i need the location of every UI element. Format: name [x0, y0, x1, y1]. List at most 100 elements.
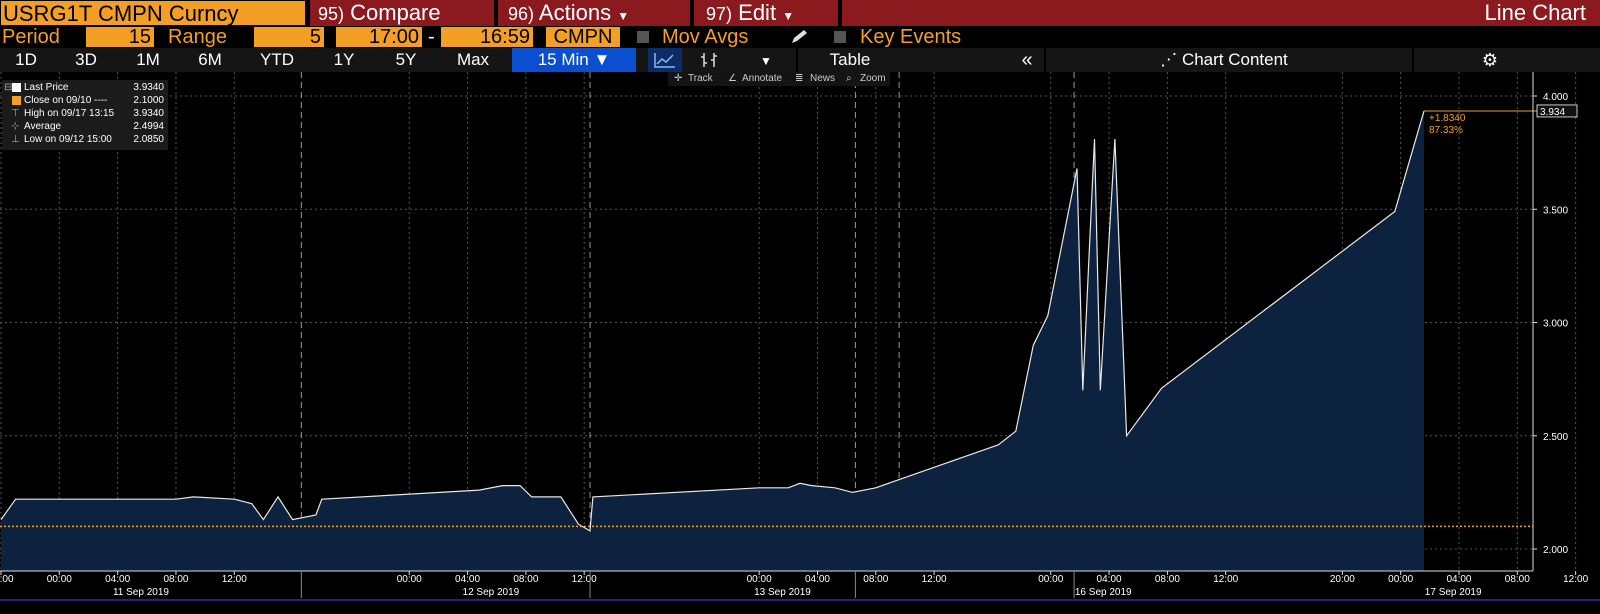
pencil-icon[interactable]: [790, 29, 810, 45]
header-bar: USRG1T CMPN Curncy 95) Compare 96) Actio…: [0, 0, 1600, 26]
interval-select[interactable]: 15 Min ▼: [512, 48, 636, 72]
divider: [494, 0, 498, 26]
last-price-tag: 3.934: [1540, 107, 1565, 118]
legend-label: High on 09/17 13:15: [24, 108, 115, 119]
range-ytd-button[interactable]: YTD: [244, 48, 310, 72]
range-label: Range: [168, 26, 227, 48]
legend-bracket: ⊟: [4, 82, 13, 93]
ticker-field[interactable]: USRG1T CMPN Curncy: [0, 0, 306, 26]
price-area: [1, 110, 1424, 572]
change-abs-label: +1.8340: [1429, 113, 1466, 124]
y-tick-label: 3.500: [1543, 205, 1568, 216]
track-tool[interactable]: Track: [688, 73, 713, 84]
x-tick-label: 08:00: [1155, 574, 1180, 585]
actions-menu[interactable]: 96) Actions ▼: [508, 0, 629, 26]
mov-avgs-label: Mov Avgs: [662, 26, 749, 48]
x-tick-label: 08:00: [163, 574, 188, 585]
gear-icon[interactable]: ⚙: [1440, 48, 1540, 72]
x-tick-label: 00:00: [747, 574, 772, 585]
chart-style-dropdown[interactable]: ▼: [736, 48, 796, 72]
range-6m-button[interactable]: 6M: [182, 48, 238, 72]
range-input[interactable]: 5: [254, 27, 324, 47]
period-label: Period: [2, 26, 60, 48]
annotate-tool[interactable]: Annotate: [742, 73, 783, 84]
x-date-label: 13 Sep 2019: [754, 587, 811, 598]
x-tick-label: 04:00: [805, 574, 830, 585]
x-date-label: 16 Sep 2019: [1075, 587, 1132, 598]
x-date-label: 17 Sep 2019: [1425, 587, 1482, 598]
x-tick-label: 12:00: [922, 574, 947, 585]
x-tick-label: 04:00: [105, 574, 130, 585]
divider: [838, 0, 842, 26]
divider: [690, 0, 694, 26]
high-marker-icon: ⊤: [11, 108, 20, 119]
divider: [796, 48, 798, 72]
range-5y-button[interactable]: 5Y: [378, 48, 434, 72]
legend-label: Last Price: [24, 82, 69, 93]
source-input[interactable]: CMPN: [546, 27, 620, 47]
time-from-input[interactable]: 17:00: [336, 27, 422, 47]
legend-value: 2.1000: [133, 95, 164, 106]
line-chart-icon[interactable]: [648, 48, 682, 72]
legend-last-price: ⊟ Last Price 3.9340: [2, 81, 168, 94]
collapse-button[interactable]: «: [1010, 48, 1044, 72]
x-tick-label: 12:00: [572, 574, 597, 585]
chart-content-label: Chart Content: [1181, 50, 1288, 69]
legend-value: 3.9340: [133, 108, 164, 119]
x-date-label: 11 Sep 2019: [113, 587, 169, 598]
x-tick-label: 00:00: [1038, 574, 1063, 585]
last-price-tag-box: [1536, 104, 1578, 118]
x-tick-label: 08:00: [513, 574, 538, 585]
y-tick-label: 3.000: [1543, 319, 1568, 330]
range-1m-button[interactable]: 1M: [120, 48, 176, 72]
price-chart[interactable]: 4.000 3.500 3.000 2.500 2.000 3.934 +1.834087.…: [0, 72, 1600, 614]
edit-label: Edit: [738, 0, 777, 25]
caret-down-icon: ▼: [593, 50, 611, 69]
time-to-input[interactable]: 16:59: [441, 27, 533, 47]
edit-menu[interactable]: 97) Edit ▼: [706, 0, 794, 26]
x-tick-label: 08:00: [863, 574, 888, 585]
edit-number: 97): [706, 4, 733, 24]
price-line: [0, 110, 1425, 532]
close-swatch: [12, 96, 21, 105]
x-tick-label: 04:00: [1097, 574, 1122, 585]
actions-number: 96): [508, 4, 535, 24]
news-tool[interactable]: News: [810, 73, 836, 84]
candlestick-icon[interactable]: [690, 48, 730, 72]
caret-down-icon: ▼: [760, 54, 772, 68]
key-events-checkbox[interactable]: [834, 31, 846, 43]
y-tick-label: 4.000: [1543, 92, 1568, 103]
low-marker-icon: ⊥: [11, 134, 20, 145]
pencil-icon: ∠: [728, 73, 737, 84]
x-tick-label: 12:00: [1213, 574, 1238, 585]
x-tick-label: 04:00: [1446, 574, 1471, 585]
period-input[interactable]: 15: [86, 27, 154, 47]
bottom-strip: [0, 600, 1600, 614]
range-3d-button[interactable]: 3D: [58, 48, 114, 72]
chart-content-button[interactable]: ⋰ Chart Content: [1126, 48, 1322, 72]
compare-menu[interactable]: 95) Compare: [318, 0, 441, 26]
table-button[interactable]: Table: [800, 48, 900, 72]
legend-label: Close on 09/10 ----: [24, 95, 108, 106]
change-pct-label: 87.33%: [1429, 125, 1463, 136]
legend-value: 2.0850: [133, 134, 164, 145]
y-tick-label: 2.000: [1543, 545, 1568, 556]
x-tick-label: 00:00: [47, 574, 72, 585]
legend-label: Low on 09/12 15:00: [24, 134, 112, 145]
chart-tools: ✛ Track ∠ Annotate ≣ News ⌕ Zoom: [668, 72, 890, 86]
x-tick-label: 12:00: [222, 574, 247, 585]
chart-legend: ⊟ Last Price 3.9340 Close on 09/10 ---- …: [2, 80, 168, 150]
key-events-label: Key Events: [860, 26, 962, 48]
chart-content-icon: ⋰: [1160, 50, 1178, 69]
legend-average: ⊹ Average 2.4994: [2, 120, 168, 133]
range-max-button[interactable]: Max: [440, 48, 506, 72]
zoom-tool[interactable]: Zoom: [860, 73, 886, 84]
last-price-swatch: [12, 83, 21, 92]
y-tick-label: 2.500: [1543, 432, 1568, 443]
news-icon: ≣: [795, 73, 804, 84]
range-1y-button[interactable]: 1Y: [316, 48, 372, 72]
mov-avgs-checkbox[interactable]: [637, 31, 649, 43]
range-1d-button[interactable]: 1D: [0, 48, 52, 72]
x-tick-label: 12:00: [1563, 574, 1588, 585]
actions-label: Actions: [538, 0, 612, 25]
